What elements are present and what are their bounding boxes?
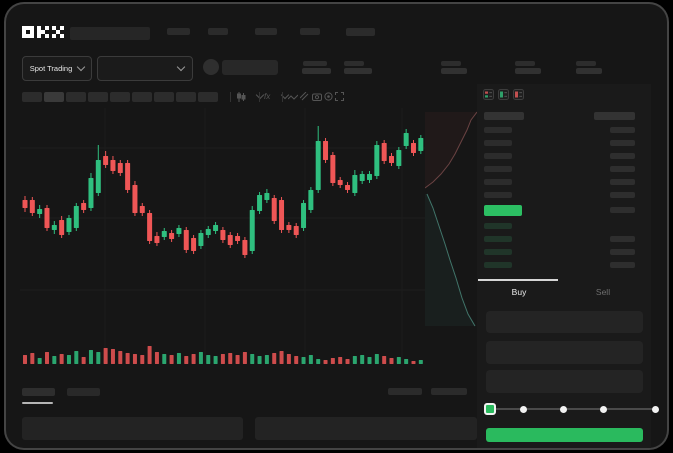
candlestick-chart[interactable]: [20, 108, 425, 368]
avatar[interactable]: [203, 59, 219, 75]
stat-value-bar: [576, 68, 602, 74]
tab-buy[interactable]: Buy: [480, 281, 558, 303]
orderbook-header-bar[interactable]: [484, 112, 524, 120]
ask-price-bar[interactable]: [484, 153, 512, 159]
fullscreen-icon[interactable]: [335, 92, 344, 101]
bid-price-bar[interactable]: [484, 249, 512, 255]
market-type-label: Spot Trading: [29, 64, 73, 73]
ask-price-bar[interactable]: [484, 140, 512, 146]
buy-tab-indicator: [478, 279, 558, 281]
bid-price-bar[interactable]: [484, 262, 512, 268]
timeframe-button[interactable]: [198, 92, 218, 102]
ask-price-bar[interactable]: [484, 166, 512, 172]
ask-price-bar[interactable]: [484, 192, 512, 198]
ask-price-bar[interactable]: [484, 127, 512, 133]
indicator-fx-icon[interactable]: fx: [264, 92, 271, 101]
bid-amount-bar[interactable]: [610, 236, 635, 242]
slider-stop-dot[interactable]: [520, 405, 527, 413]
toolbar-divider: [282, 92, 283, 102]
ask-amount-bar[interactable]: [610, 192, 635, 198]
timeframe-button[interactable]: [154, 92, 174, 102]
timeframe-button[interactable]: [110, 92, 130, 102]
price-field[interactable]: [486, 311, 643, 333]
stat-label-bar: [344, 61, 364, 66]
stat-label-bar: [515, 61, 535, 66]
ask-amount-bar[interactable]: [610, 179, 635, 185]
tab-sell[interactable]: Sell: [559, 281, 647, 303]
ask-amount-bar[interactable]: [610, 207, 635, 213]
stat-value-bar: [441, 68, 467, 74]
settings-gear-icon[interactable]: [324, 92, 333, 101]
stat-value-bar: [344, 68, 372, 74]
timeframe-button[interactable]: [176, 92, 196, 102]
bid-amount-bar[interactable]: [610, 262, 635, 268]
nav-item[interactable]: [167, 28, 190, 35]
username-bar: [222, 60, 278, 75]
tab-buy-label: Buy: [511, 287, 527, 297]
tab-sell-label: Sell: [595, 287, 611, 297]
total-field[interactable]: [486, 370, 643, 393]
market-type-selector[interactable]: Spot Trading: [22, 56, 92, 81]
stat-value-bar: [515, 68, 541, 74]
okx-logo[interactable]: [22, 26, 64, 38]
timeframe-button[interactable]: [44, 92, 64, 102]
camera-icon[interactable]: [312, 92, 322, 101]
slider-handle[interactable]: [484, 403, 496, 415]
bid-amount-bar[interactable]: [610, 249, 635, 255]
orderbook-view-asks-icon[interactable]: [513, 89, 524, 100]
toolbar-divider: [230, 92, 231, 102]
orderbook-header-bar[interactable]: [594, 112, 635, 120]
timeframe-button[interactable]: [88, 92, 108, 102]
chart-info-bar: [388, 388, 422, 395]
bid-price-bar[interactable]: [484, 236, 512, 242]
bottom-panel[interactable]: [22, 417, 243, 440]
logo-title-bar: [70, 27, 150, 40]
draw-tool-icon[interactable]: [300, 92, 309, 101]
stat-value-bar: [302, 68, 331, 74]
nav-item[interactable]: [346, 28, 375, 36]
volume-tab[interactable]: [67, 388, 100, 396]
volume-tab[interactable]: [22, 388, 55, 396]
ask-amount-bar[interactable]: [610, 127, 635, 133]
line-tool-icon[interactable]: [288, 94, 298, 101]
candlestick-style-icon[interactable]: [236, 92, 246, 102]
last-price-bar[interactable]: [484, 205, 522, 216]
chevron-down-icon: [77, 62, 86, 72]
slider-stop-dot[interactable]: [600, 405, 607, 413]
nav-item[interactable]: [255, 28, 277, 35]
slider-track[interactable]: [489, 408, 655, 410]
pair-dropdown[interactable]: [97, 56, 193, 81]
ask-price-bar[interactable]: [484, 179, 512, 185]
slider-stop-dot[interactable]: [652, 405, 659, 413]
chart-info-bar: [431, 388, 467, 395]
chevron-down-icon[interactable]: [255, 90, 265, 100]
slider-stop-dot[interactable]: [560, 405, 567, 413]
ask-amount-bar[interactable]: [610, 166, 635, 172]
timeframe-button[interactable]: [132, 92, 152, 102]
ask-amount-bar[interactable]: [610, 153, 635, 159]
timeframe-button[interactable]: [66, 92, 86, 102]
ask-amount-bar[interactable]: [610, 140, 635, 146]
orderbook-view-all-icon[interactable]: [483, 89, 494, 100]
active-tab-underline: [22, 402, 53, 404]
stat-label-bar: [576, 61, 596, 66]
orderbook-view-bids-icon[interactable]: [498, 89, 509, 100]
bid-price-bar[interactable]: [484, 223, 512, 229]
bottom-panel[interactable]: [255, 417, 477, 440]
chevron-down-icon: [176, 62, 186, 72]
buy-submit-button[interactable]: [486, 428, 643, 442]
nav-item[interactable]: [208, 28, 228, 35]
toolbar-divider: [259, 92, 260, 102]
timeframe-button[interactable]: [22, 92, 42, 102]
stat-label-bar: [303, 61, 327, 66]
nav-item[interactable]: [300, 28, 320, 35]
amount-field[interactable]: [486, 341, 643, 364]
depth-chart: [425, 111, 477, 327]
stat-label-bar: [441, 61, 461, 66]
